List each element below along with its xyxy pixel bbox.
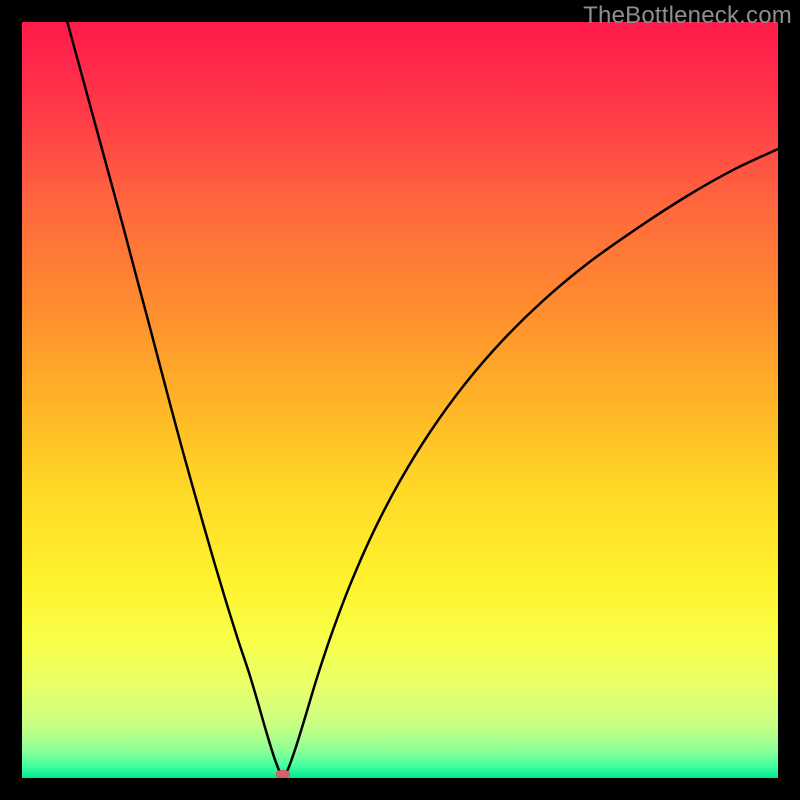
chart-svg [22,22,778,778]
chart-background [22,22,778,778]
watermark-text: TheBottleneck.com [583,2,792,30]
chart-plot-area [22,22,778,778]
chart-frame: TheBottleneck.com [0,0,800,800]
minimum-marker [276,770,290,778]
